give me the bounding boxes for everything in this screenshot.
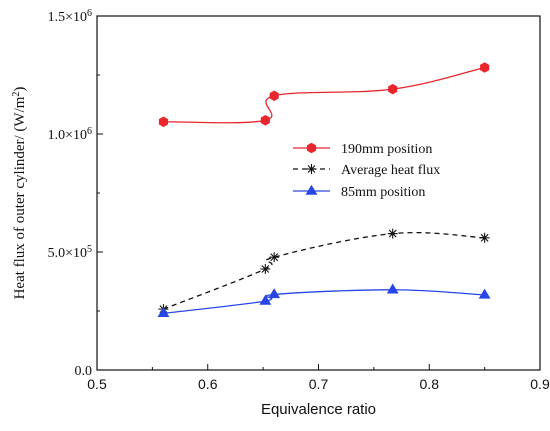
legend-label: 190mm position: [341, 142, 432, 157]
series-average-heat-flux: [158, 228, 490, 315]
asterisk-stroke: [307, 165, 316, 173]
asterisk-stroke: [261, 265, 270, 273]
data-point-triangle: [386, 283, 399, 294]
series-85mm-position: [157, 283, 491, 318]
data-point-hexagon: [306, 142, 317, 154]
legend-item: Average heat flux: [293, 163, 440, 178]
data-point-asterisk: [479, 232, 490, 243]
x-tick-label: 0.8: [420, 376, 440, 392]
data-point-asterisk: [269, 252, 280, 263]
y-axis: 0.0 5.0×105 1.0×106 1.5×106: [48, 8, 103, 379]
data-point-hexagon: [269, 90, 279, 102]
asterisk-stroke: [270, 253, 279, 262]
data-point-hexagon: [158, 116, 169, 127]
data-point-triangle: [478, 288, 491, 299]
data-point-asterisk: [387, 228, 398, 239]
data-point-hexagon: [480, 62, 490, 73]
y-axis-label-main: Heat flux of outer cylinder/ (W/m: [12, 96, 28, 299]
asterisk-stroke: [388, 229, 397, 238]
legend-item: 85mm position: [293, 184, 425, 200]
data-point-asterisk: [260, 263, 271, 274]
series-line: [163, 231, 485, 310]
y-axis-label-superscript: 2: [11, 92, 22, 97]
series-layer: [157, 62, 491, 318]
x-tick-label: 0.6: [198, 376, 218, 392]
data-point-hexagon: [388, 83, 398, 95]
x-axis-label: Equivalence ratio: [261, 401, 376, 418]
legend-item: 190mm position: [293, 142, 432, 157]
data-point-asterisk: [306, 164, 317, 174]
y-tick-label: 1.5×106: [48, 8, 92, 26]
y-axis-label-close: ): [12, 87, 28, 92]
data-point-triangle: [259, 294, 272, 305]
data-point-triangle: [305, 184, 318, 195]
data-point-triangle: [157, 307, 170, 318]
legend-label: 85mm position: [341, 185, 425, 200]
y-tick-label: 1.0×106: [48, 126, 92, 144]
x-axis: 0.5 0.6 0.7 0.8 0.9: [87, 364, 550, 392]
y-tick-label: 0.0: [75, 364, 93, 379]
y-tick-label: 5.0×105: [48, 244, 92, 262]
x-tick-label: 0.7: [309, 376, 329, 392]
data-point-triangle: [268, 288, 281, 299]
x-tick-label: 0.9: [530, 376, 550, 392]
asterisk-stroke: [480, 233, 489, 242]
y-axis-label: Heat flux of outer cylinder/ (W/m2): [11, 87, 29, 300]
legend-label: Average heat flux: [341, 163, 440, 178]
x-tick-label: 0.5: [87, 376, 107, 392]
series-line: [163, 66, 485, 124]
data-point-hexagon: [260, 115, 270, 126]
legend: 190mm position Average heat flux 85mm posi…: [293, 142, 440, 200]
series-line: [163, 289, 485, 315]
series-190mm-position: [158, 62, 490, 127]
